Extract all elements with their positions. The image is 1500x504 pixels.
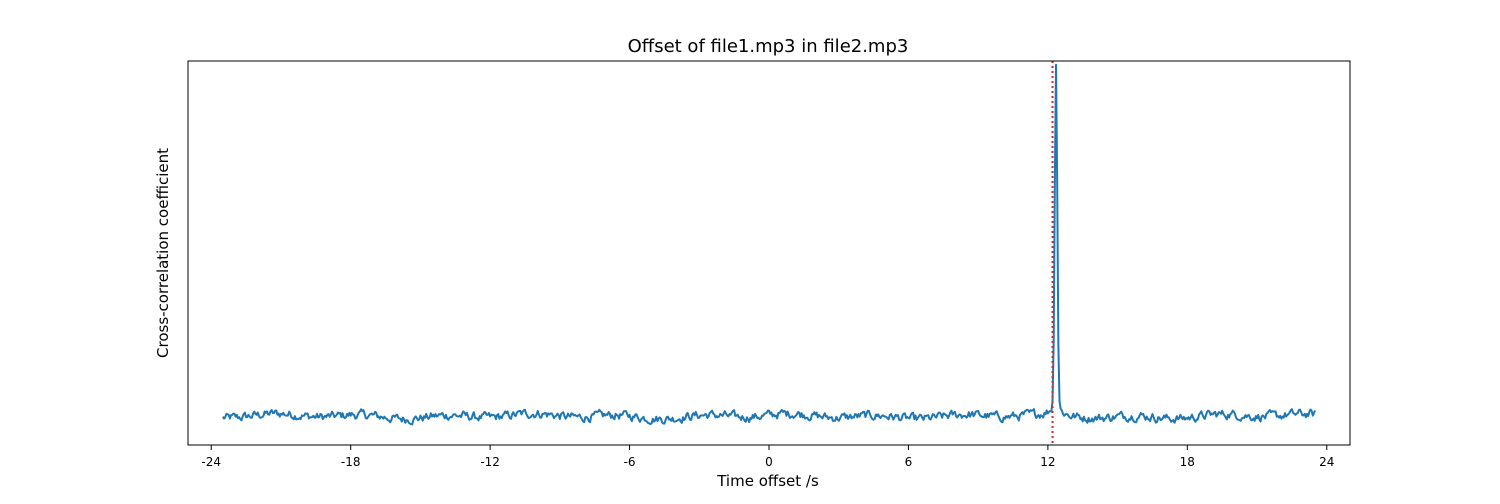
- x-axis-label: Time offset /s: [716, 472, 819, 490]
- x-tick-label: 12: [1040, 455, 1055, 469]
- x-tick-label: 24: [1319, 455, 1334, 469]
- x-tick-label: 18: [1180, 455, 1195, 469]
- y-axis-label: Cross-correlation coefficient: [154, 148, 172, 358]
- x-tick-label: -18: [341, 455, 361, 469]
- x-tick-label: -12: [480, 455, 500, 469]
- x-tick-label: -6: [624, 455, 636, 469]
- plot-area: [221, 61, 1317, 445]
- x-ticks: -24 -18 -12 -6 0 6 12 18 24: [201, 445, 1334, 469]
- x-tick-label: 6: [905, 455, 913, 469]
- x-tick-label: 0: [765, 455, 773, 469]
- series-line: [221, 63, 1317, 426]
- x-tick-label: -24: [201, 455, 221, 469]
- chart-title: Offset of file1.mp3 in file2.mp3: [628, 36, 909, 57]
- plot-frame: [187, 60, 1351, 446]
